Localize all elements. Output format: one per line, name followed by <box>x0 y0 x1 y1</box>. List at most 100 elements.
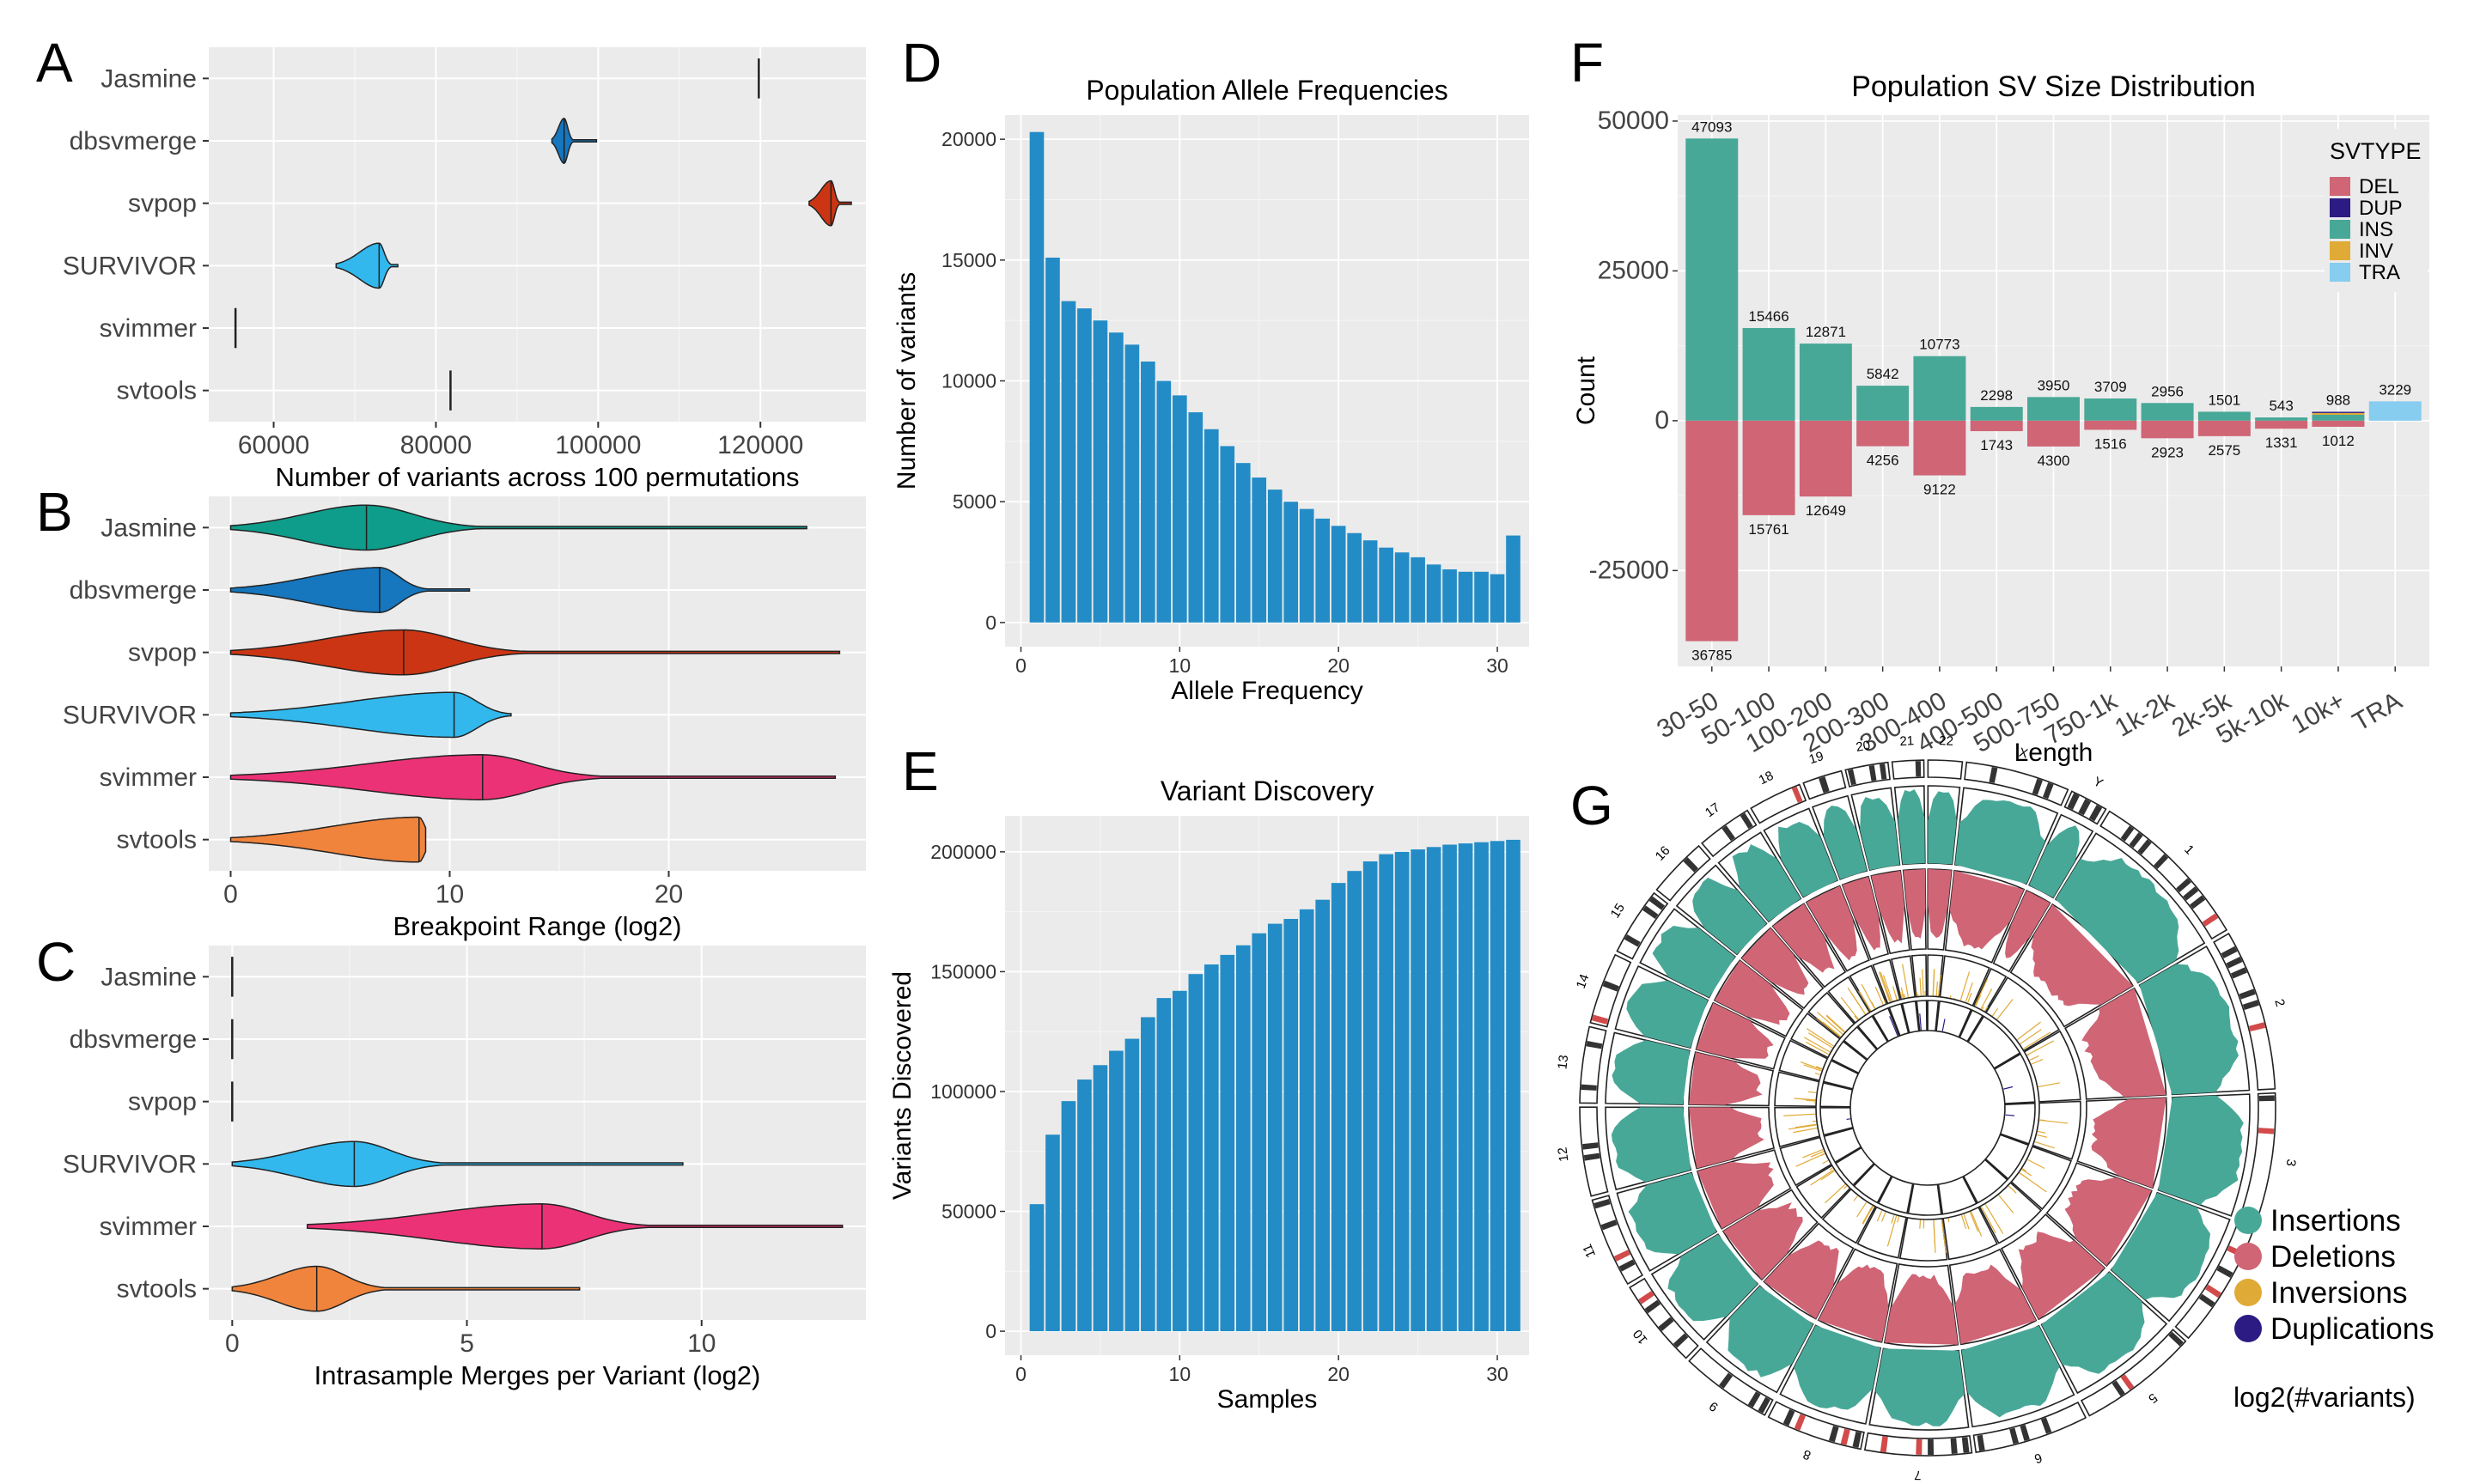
track-deletions-hist <box>1842 876 1880 951</box>
track-inversions-frame <box>1827 976 1871 1025</box>
track-inversions-spike <box>1814 1073 1821 1075</box>
track-inversions-spike <box>1904 994 1906 998</box>
bar-ins <box>1799 344 1852 421</box>
bar-del <box>1799 420 1852 497</box>
bar-label-pos: 2956 <box>2151 383 2184 399</box>
bar-label-neg: 1331 <box>2265 435 2298 451</box>
bar-label-neg: 2575 <box>2208 442 2240 459</box>
track-insertions-hist <box>2139 964 2239 1095</box>
bar-del <box>2141 420 2194 439</box>
track-deletions-hist <box>1818 1264 1889 1342</box>
track-inversions-frame <box>1790 1012 1841 1059</box>
track-insertions-hist <box>1898 789 1925 865</box>
ideogram-5 <box>2080 1329 2187 1417</box>
track-duplications-frame <box>1856 1015 1889 1050</box>
track-inversions-spike <box>1880 1212 1886 1222</box>
track-inversions-spike <box>1808 1032 1833 1049</box>
track-inversions-spike <box>1886 1215 1898 1247</box>
track-deletions-hist <box>2018 1232 2105 1320</box>
track-inversions-spike <box>1843 1185 1848 1189</box>
bar-label-neg: 4256 <box>1867 453 1899 469</box>
bar <box>1220 954 1235 1332</box>
track-inversions-frame <box>1779 1136 1832 1187</box>
bar <box>1235 945 1251 1332</box>
y-axis-label: Number of variants <box>893 272 921 490</box>
track-deletions-hist <box>1806 885 1857 961</box>
track-inversions-spike <box>1959 971 1971 1000</box>
track-inversions-spike <box>1883 975 1893 1001</box>
track-deletions-hist <box>1955 1264 2037 1345</box>
category-label-svtools: svtools <box>117 377 197 405</box>
y-tick-label: 50000 <box>1598 106 1669 135</box>
track-insertions-hist <box>1628 1172 1717 1255</box>
ideogram-band <box>1721 824 1736 842</box>
track-deletions-hist <box>1928 869 1952 939</box>
ideogram-band <box>1928 1438 1935 1455</box>
ideogram-band <box>1950 1438 1958 1455</box>
bar-del <box>1913 420 1966 476</box>
track-inversions-spike <box>1880 971 1892 1002</box>
ideogram-band <box>1880 1436 1888 1453</box>
chromosome-label-19: 19 <box>1807 749 1825 767</box>
bar <box>1394 552 1410 623</box>
violin-survivor <box>229 691 512 739</box>
track-inversions-spike <box>1932 970 1935 996</box>
ideogram-band <box>1592 1014 1609 1025</box>
track-insertions-hist <box>1652 926 1735 998</box>
ideogram-band <box>2190 895 2206 909</box>
ideogram-band <box>2168 1331 2184 1347</box>
ideogram-band <box>1613 1250 1630 1262</box>
track-inversions-spike <box>1984 1006 1989 1012</box>
bar-label-pos: 543 <box>2269 398 2293 414</box>
bar <box>1283 919 1299 1332</box>
track-inversions-spike <box>1935 981 1939 996</box>
bar-del <box>2197 420 2251 436</box>
bar-ins <box>2255 417 2308 421</box>
ideogram-15 <box>1616 891 1669 960</box>
bar <box>1156 998 1172 1332</box>
ideogram-band <box>2239 988 2256 1000</box>
bar-label-pos: 988 <box>2326 392 2350 409</box>
track-inversions-spike <box>1897 1216 1900 1223</box>
track-duplications-spike <box>1846 1118 1850 1121</box>
track-inversions-spike <box>1783 1113 1816 1116</box>
bar <box>1267 923 1283 1332</box>
track-inversions-spike <box>1998 1195 2014 1213</box>
circos-legend-label-inversions: Inversions <box>2270 1276 2408 1310</box>
track-insertions-hist <box>1954 800 2045 885</box>
x-tick-label-10k-: 10k+ <box>2287 686 2350 739</box>
ideogram-band <box>1648 896 1666 910</box>
ideogram-band <box>1828 1426 1839 1443</box>
track-inversions-spike <box>1800 1061 1822 1071</box>
chromosome-label-20: 20 <box>1855 738 1871 755</box>
track-inversions-spike <box>1984 1204 2004 1234</box>
legend-swatch-inv <box>2330 241 2350 260</box>
track-inversions-spike <box>1854 1015 1859 1020</box>
track-inversions-spike <box>1825 1183 1846 1204</box>
chart-c-violin-merges: 0 5 10 Jasmine dbsvmerge svpop SURVIVOR svimmer… <box>63 946 866 1390</box>
ideogram-18 <box>1750 783 1807 824</box>
plot-background <box>1005 816 1529 1355</box>
violin-svpop <box>229 629 841 676</box>
bar <box>1188 412 1203 623</box>
track-inversions-frame <box>1978 1182 2043 1244</box>
legend-swatch-tra <box>2330 263 2350 282</box>
chromosome-label-15: 15 <box>1608 901 1628 921</box>
y-axis-label: Variants Discovered <box>888 971 917 1200</box>
track-insertions-hist <box>1692 877 1767 955</box>
track-inversions-spike <box>2039 1119 2069 1124</box>
track-deletions-hist <box>1741 928 1809 995</box>
track-inversions-spike <box>1967 992 1972 1003</box>
ideogram-band <box>1600 1219 1618 1231</box>
track-deletions-hist <box>2064 1177 2152 1267</box>
bar <box>1315 518 1331 623</box>
bar <box>1506 839 1520 1332</box>
track-inversions-frame <box>1972 967 2008 1013</box>
track-inversions-spike <box>1806 1099 1816 1102</box>
panel-letter-c: C <box>36 931 76 993</box>
track-deletions-hist <box>1689 1052 1763 1105</box>
y-tick-label: 25000 <box>1598 256 1669 284</box>
violin-survivor <box>231 1140 684 1188</box>
ideogram-band <box>1747 1391 1761 1408</box>
